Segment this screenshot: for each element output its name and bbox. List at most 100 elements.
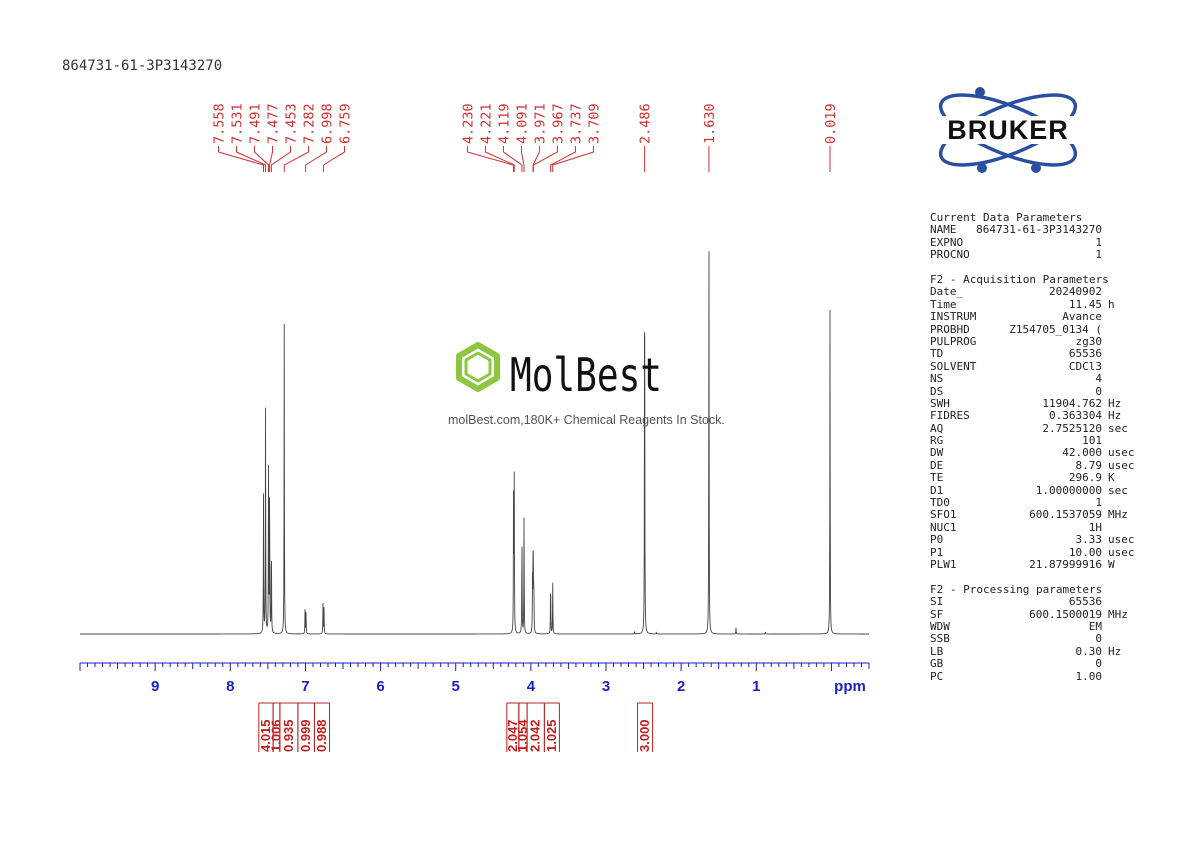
parameter-row: TD 65536 [930, 347, 1150, 361]
parameter-row: DW 42.000 usec [930, 446, 1150, 460]
peak-label-leader [217, 146, 264, 172]
x-tick-label: 8 [226, 678, 234, 695]
parameter-name: PC [930, 669, 944, 683]
x-axis-title: ppm [834, 678, 866, 695]
peak-label-leader [269, 146, 273, 172]
peak-label: 3.737 [568, 103, 584, 144]
parameter-name: NS [930, 372, 944, 386]
parameter-name: SWH [930, 396, 950, 410]
parameter-row: PLW1 21.87999916 W [930, 557, 1150, 571]
parameter-row: NUC1 1H [930, 520, 1150, 534]
parameter-value: 101 [1082, 434, 1102, 448]
parameter-row: Date_ 20240902 [930, 285, 1150, 298]
peak-label: 4.221 [478, 103, 494, 144]
parameter-row: PC 1.00 [930, 669, 1150, 683]
peak-label-leader [532, 146, 558, 172]
parameter-row: AQ 2.7525120 sec [930, 421, 1150, 435]
parameter-value: 1 [1095, 496, 1102, 510]
parameter-row: WDW EM [930, 619, 1150, 633]
peak-label: 0.019 [823, 103, 839, 144]
parameter-row: TE 296.9 K [930, 471, 1150, 485]
peak-label-leader [270, 146, 291, 172]
peak-label-leader [532, 146, 540, 172]
parameter-unit: sec [1108, 421, 1128, 435]
peak-label-leader [550, 146, 576, 172]
parameter-value: CDCl3 [1068, 359, 1102, 373]
peak-label-leader [502, 146, 523, 172]
parameter-unit: Hz [1108, 396, 1122, 410]
x-tick-label: 6 [376, 678, 384, 695]
peak-label: 7.477 [265, 103, 281, 144]
molbest-watermark: MolBest [456, 342, 662, 402]
parameter-unit: Hz [1108, 644, 1122, 658]
parameter-name: SFO1 [930, 508, 957, 522]
parameter-value: 0 [1095, 384, 1102, 398]
watermark-name: MolBest [510, 348, 662, 402]
integral-value: 0.935 [281, 719, 296, 752]
parameter-value: 65536 [1068, 347, 1102, 361]
parameter-group-header: F2 - Processing parameters [930, 582, 1103, 596]
parameter-name: PROBHD [930, 322, 970, 336]
peak-label-leader [520, 146, 525, 172]
parameter-value: 296.9 [1068, 471, 1102, 485]
parameter-name: DW [930, 446, 944, 460]
parameter-value: 1 [1095, 235, 1102, 249]
parameter-name: TD [930, 347, 944, 361]
parameter-group-header: Current Data Parameters [930, 211, 1083, 224]
parameter-name: D1 [930, 483, 944, 497]
bruker-logo-text: BRUKER [947, 115, 1069, 145]
parameter-row: Time 11.45 h [930, 297, 1150, 311]
peak-label: 7.558 [211, 103, 227, 144]
parameter-group: F2 - Processing parameters SI 65536 SF 600.1… [930, 582, 1150, 683]
watermark-tagline: molBest.com,180K+ Chemical Reagents In S… [448, 413, 725, 427]
x-tick-label: 7 [301, 678, 309, 695]
parameter-value: 864731-61-3P3143270 [976, 223, 1102, 237]
peak-label-leader [283, 146, 309, 172]
parameter-name: P0 [930, 533, 944, 547]
parameter-row: INSTRUM Avance [930, 310, 1150, 324]
parameter-value: 42.000 [1062, 446, 1102, 460]
parameter-value: 10.00 [1068, 545, 1102, 559]
parameter-name: NUC1 [930, 520, 957, 534]
parameter-unit: usec [1108, 458, 1135, 472]
bruker-logo: BRUKER [924, 87, 1092, 173]
parameter-value: 1.00000000 [1035, 483, 1102, 497]
peak-label: 3.967 [550, 103, 566, 144]
parameter-name: DS [930, 384, 944, 398]
peak-label: 6.998 [319, 103, 335, 144]
peak-label-leader [323, 146, 345, 172]
parameter-name: GB [930, 657, 944, 671]
integral-value: 2.047 [505, 719, 520, 752]
x-tick-label: 1 [752, 678, 760, 695]
parameter-row: FIDRES 0.363304 Hz [930, 409, 1150, 422]
parameter-value: 1 [1095, 248, 1102, 262]
peak-label-leader [253, 146, 270, 172]
parameter-name: Time [930, 297, 957, 311]
parameter-name: SI [930, 595, 944, 609]
integral-value: 2.042 [528, 719, 543, 752]
parameter-row: SWH 11904.762 Hz [930, 396, 1150, 410]
parameter-value: 11904.762 [1042, 396, 1102, 410]
parameter-name: INSTRUM [930, 310, 977, 324]
peak-label: 7.453 [283, 103, 299, 144]
parameter-group: F2 - Acquisition Parameters Date_ 20240902… [930, 272, 1150, 571]
parameter-name: PULPROG [930, 334, 977, 348]
parameter-unit: MHz [1108, 607, 1128, 621]
parameter-row: NAME 864731-61-3P3143270 [930, 223, 1150, 237]
parameter-name: SF [930, 607, 944, 621]
parameter-unit: MHz [1108, 508, 1128, 522]
parameter-name: WDW [930, 619, 950, 633]
x-tick-label: 2 [677, 678, 685, 695]
parameter-row: PROCNO 1 [930, 248, 1150, 262]
parameter-name: PLW1 [930, 557, 957, 571]
parameter-name: TE [930, 471, 944, 485]
parameter-group-header: F2 - Acquisition Parameters [930, 272, 1109, 286]
spectrum-plot: 9 8 7 6 5 4 3 2 1 ppm 7.558 7.531 7.491 7.477 7.453 7.2… [79, 103, 870, 752]
parameter-row: D1 1.00000000 sec [930, 483, 1150, 497]
parameter-row: PROBHD Z154705_0134 ( [930, 322, 1150, 336]
x-tick-label: 5 [452, 678, 460, 695]
peak-label: 2.486 [638, 103, 654, 144]
parameter-row: RG 101 [930, 434, 1150, 448]
parameter-unit: usec [1108, 533, 1135, 547]
